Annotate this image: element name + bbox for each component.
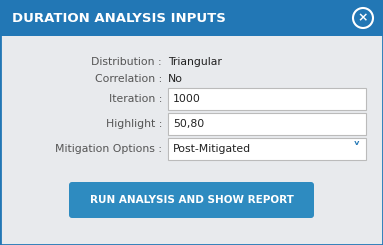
Text: Triangular: Triangular	[168, 57, 222, 67]
Text: Highlight :: Highlight :	[106, 119, 162, 129]
FancyBboxPatch shape	[168, 138, 366, 160]
Text: RUN ANALYSIS AND SHOW REPORT: RUN ANALYSIS AND SHOW REPORT	[90, 195, 293, 205]
Text: 50,80: 50,80	[173, 119, 204, 129]
FancyBboxPatch shape	[69, 182, 314, 218]
Text: No: No	[168, 74, 183, 84]
FancyBboxPatch shape	[168, 88, 366, 110]
Text: Distribution :: Distribution :	[92, 57, 162, 67]
Text: DURATION ANALYSIS INPUTS: DURATION ANALYSIS INPUTS	[12, 12, 226, 24]
Text: Post-Mitigated: Post-Mitigated	[173, 144, 251, 154]
Text: 1000: 1000	[173, 94, 201, 104]
FancyBboxPatch shape	[0, 0, 383, 36]
Text: ˅: ˅	[352, 142, 360, 157]
Text: Mitigation Options :: Mitigation Options :	[55, 144, 162, 154]
FancyBboxPatch shape	[168, 113, 366, 135]
Text: Correlation :: Correlation :	[95, 74, 162, 84]
Text: ×: ×	[358, 12, 368, 24]
Text: Iteration :: Iteration :	[109, 94, 162, 104]
